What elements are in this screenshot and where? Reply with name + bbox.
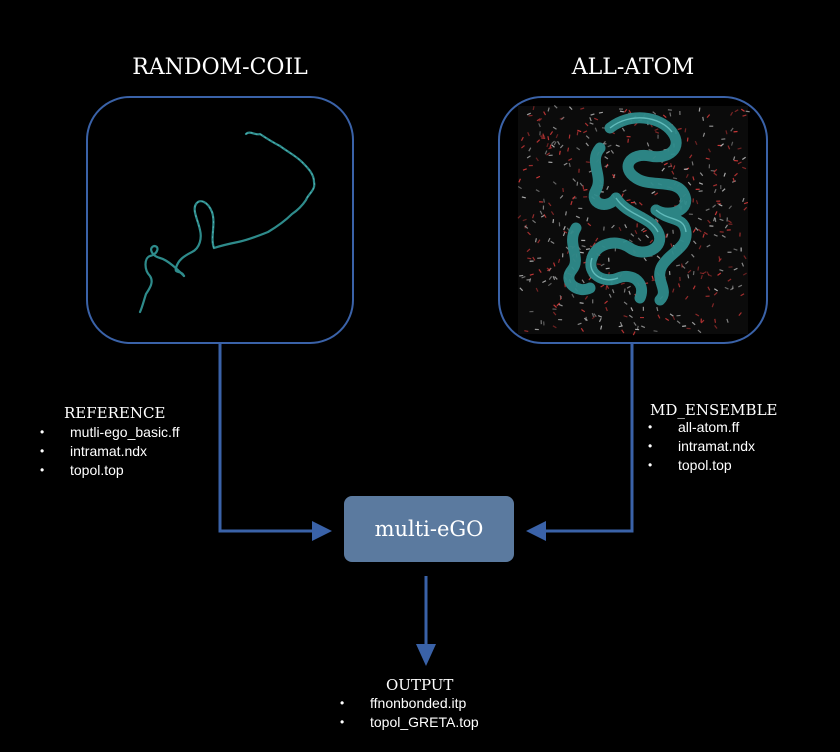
list-item: ffnonbonded.itp (340, 694, 479, 713)
list-item: topol_GRETA.top (340, 713, 479, 732)
left-connector (218, 344, 316, 533)
output-label: OUTPUT (386, 676, 454, 694)
arrow-down-head (416, 644, 436, 666)
all-atom-panel (498, 96, 768, 344)
random-coil-panel (86, 96, 354, 344)
reference-label: REFERENCE (64, 404, 166, 422)
right-connector (542, 344, 634, 533)
list-item: mutli-ego_basic.ff (40, 423, 179, 442)
list-item: topol.top (40, 461, 179, 480)
list-item: all-atom.ff (648, 418, 755, 437)
all-atom-protein-icon (517, 104, 750, 336)
md-ensemble-label: MD_ENSEMBLE (650, 401, 778, 419)
list-item: intramat.ndx (40, 442, 179, 461)
md-ensemble-file-list: all-atom.ff intramat.ndx topol.top (648, 418, 755, 475)
arrow-right-head (312, 521, 332, 541)
arrow-left-head (526, 521, 546, 541)
reference-file-list: mutli-ego_basic.ff intramat.ndx topol.to… (40, 423, 179, 480)
multi-ego-box: multi-eGO (344, 496, 514, 562)
output-file-list: ffnonbonded.itp topol_GRETA.top (340, 694, 479, 732)
all-atom-title: ALL-ATOM (571, 55, 695, 80)
random-coil-title: RANDOM-COIL (132, 55, 308, 80)
random-coil-protein-icon (138, 131, 316, 314)
list-item: intramat.ndx (648, 437, 755, 456)
list-item: topol.top (648, 456, 755, 475)
